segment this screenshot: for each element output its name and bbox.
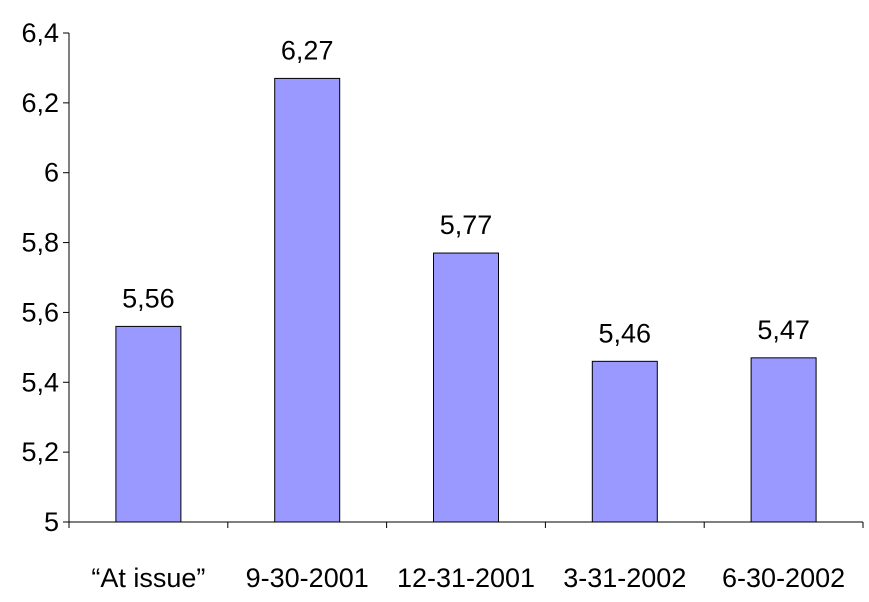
data-labels: 5,56 6,27 5,77 5,46 5,47: [122, 35, 810, 348]
y-tick-label: 5: [44, 507, 59, 537]
y-axis: 5 5,2 5,4 5,6 5,8 6 6,2 6,4: [21, 18, 70, 537]
data-label: 5,77: [440, 210, 493, 240]
bar: [274, 77, 341, 523]
y-tick-label: 6,2: [21, 88, 59, 118]
y-tick-label: 5,6: [21, 297, 59, 327]
bar: [591, 360, 658, 523]
x-tick-label: 9-30-2001: [246, 563, 369, 593]
bars: [115, 77, 817, 523]
y-tick-label: 5,4: [21, 367, 59, 397]
y-tick-label: 6,4: [21, 18, 59, 48]
data-label: 5,46: [599, 318, 652, 348]
x-tick-label: 3-31-2002: [563, 563, 686, 593]
bar: [433, 252, 499, 523]
data-label: 6,27: [281, 35, 334, 65]
bar: [750, 357, 817, 523]
x-tick-label: “At issue”: [91, 563, 205, 593]
data-label: 5,56: [122, 283, 175, 313]
y-tick-label: 5,8: [21, 228, 59, 258]
data-label: 5,47: [757, 315, 810, 345]
bar: [115, 325, 182, 523]
x-tick-label: 6-30-2002: [722, 563, 845, 593]
x-tick-label: 12-31-2001: [397, 563, 535, 593]
x-axis: “At issue” 9-30-2001 12-31-2001 3-31-2002 6-…: [68, 521, 864, 593]
y-tick-label: 5,2: [21, 437, 59, 467]
y-tick-label: 6: [44, 158, 59, 188]
